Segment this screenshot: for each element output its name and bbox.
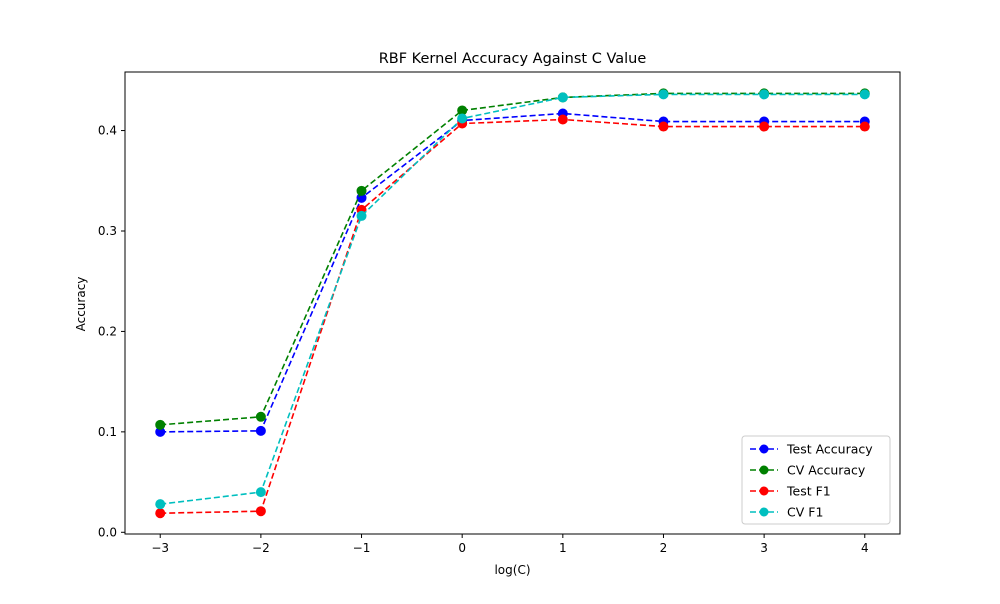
x-tick-label: 0 (458, 541, 466, 555)
data-point-test-f1 (859, 121, 870, 132)
legend-label-cv-f1: CV F1 (787, 505, 823, 520)
data-point-cv-f1 (457, 113, 468, 124)
y-tick-label: 0.0 (98, 525, 117, 539)
legend-label-test-f1: Test F1 (786, 484, 831, 499)
series-line-cv-accuracy (160, 92, 865, 426)
legend-marker-test-accuracy (759, 444, 769, 454)
y-tick-label: 0.4 (98, 124, 117, 138)
data-point-cv-accuracy (356, 185, 367, 196)
data-point-cv-f1 (658, 89, 669, 100)
x-tick-label: 4 (861, 541, 869, 555)
data-point-cv-f1 (155, 499, 166, 510)
series-line-test-accuracy (160, 112, 865, 433)
y-tick-label: 0.3 (98, 224, 117, 238)
legend-box (741, 435, 891, 525)
data-point-test-f1 (759, 121, 770, 132)
x-tick-label: 2 (660, 541, 668, 555)
data-point-cv-f1 (859, 89, 870, 100)
y-axis-title: Accuracy (74, 277, 88, 332)
plot-frame (124, 71, 901, 535)
x-tick-label: −1 (353, 541, 371, 555)
data-point-cv-f1 (557, 92, 568, 103)
legend-marker-cv-f1 (759, 507, 769, 517)
x-tick-label: 1 (559, 541, 567, 555)
data-point-test-accuracy (255, 425, 266, 436)
series-line-cv-f1 (160, 93, 865, 505)
data-point-cv-f1 (759, 89, 770, 100)
data-point-cv-f1 (356, 210, 367, 221)
plot-area: −3 −2 −1 0 1 2 3 4 0.0 0.1 0.2 0.3 0.4 (98, 71, 901, 555)
chart-title: RBF Kernel Accuracy Against C Value (379, 51, 647, 67)
legend-label-cv-accuracy: CV Accuracy (787, 463, 866, 478)
legend-marker-cv-accuracy (759, 465, 769, 475)
data-point-test-f1 (255, 506, 266, 517)
y-tick-label: 0.1 (98, 425, 117, 439)
x-tick-label: 3 (760, 541, 768, 555)
legend-label-test-accuracy: Test Accuracy (786, 442, 873, 457)
data-point-cv-accuracy (155, 419, 166, 430)
x-tick-label: −3 (151, 541, 169, 555)
legend-marker-test-f1 (759, 486, 769, 496)
data-point-cv-accuracy (255, 411, 266, 422)
series-line-test-f1 (160, 118, 865, 515)
data-point-test-f1 (658, 121, 669, 132)
data-point-test-f1 (155, 508, 166, 519)
x-tick-label: −2 (252, 541, 270, 555)
x-axis-title: log(C) (494, 563, 530, 577)
data-point-cv-f1 (255, 487, 266, 498)
data-point-test-f1 (557, 114, 568, 125)
y-tick-label: 0.2 (98, 324, 117, 338)
legend: Test Accuracy CV Accuracy Test F1 CV F1 (741, 435, 891, 525)
